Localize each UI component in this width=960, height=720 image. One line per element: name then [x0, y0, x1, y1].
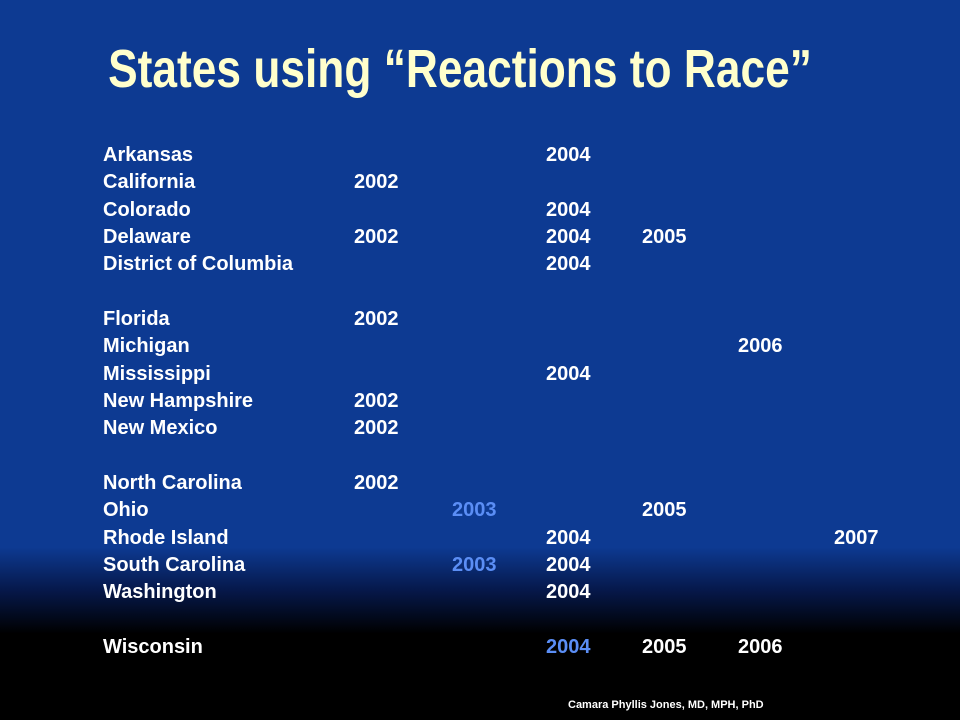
table-cell: 2002: [354, 308, 399, 330]
table-cell: Delaware: [103, 225, 191, 248]
table-cell: 2002: [354, 417, 399, 440]
table-cell: South Carolina: [103, 553, 246, 576]
table-cell: 2004: [546, 636, 591, 658]
table-cell: 2004: [546, 526, 591, 549]
table-cell: 2004: [546, 225, 591, 248]
table-cell: 2003: [452, 499, 497, 522]
table-cell: 2004: [546, 553, 591, 576]
table-cell: District of Columbia: [103, 253, 294, 276]
table-cell: 2004: [546, 253, 591, 276]
table-cell: 2002: [354, 225, 399, 248]
table-cell: Washington: [103, 581, 217, 604]
table-cell: New Mexico: [103, 417, 218, 440]
table-cell: 2004: [546, 362, 591, 385]
table-cell: 2006: [738, 335, 783, 358]
table-cell: Michigan: [103, 335, 190, 358]
table-cell: Mississippi: [103, 362, 211, 385]
table-cell: Ohio: [103, 499, 149, 522]
table-cell: Colorado: [103, 198, 191, 221]
table-cell: 2002: [354, 472, 399, 494]
table-cell: 2005: [642, 636, 687, 658]
table-cell: 2004: [546, 144, 591, 166]
table-cell: 2004: [546, 581, 591, 604]
table-cell: 2002: [354, 389, 399, 412]
table-cell: 2003: [452, 553, 497, 576]
table-cell: Arkansas: [103, 144, 194, 166]
table-cell: California: [103, 171, 196, 194]
table-cell: 2005: [642, 499, 687, 522]
table-cell: 2004: [546, 198, 591, 221]
slide-title: States using “Reactions to Race”: [108, 39, 812, 99]
table-cell: Florida: [103, 308, 170, 330]
table-cell: 2005: [642, 225, 687, 248]
table-cell: New Hampshire: [103, 389, 254, 412]
table-cell: North Carolina: [103, 472, 242, 494]
table-cell: Wisconsin: [103, 636, 203, 658]
table-cell: 2002: [354, 171, 399, 194]
table-cell: 2006: [738, 636, 783, 658]
table-cell: Rhode Island: [103, 526, 229, 549]
footer: Camara Phyllis Jones, MD, MPH, PhD: [568, 699, 764, 711]
table-cell: 2007: [834, 526, 879, 549]
